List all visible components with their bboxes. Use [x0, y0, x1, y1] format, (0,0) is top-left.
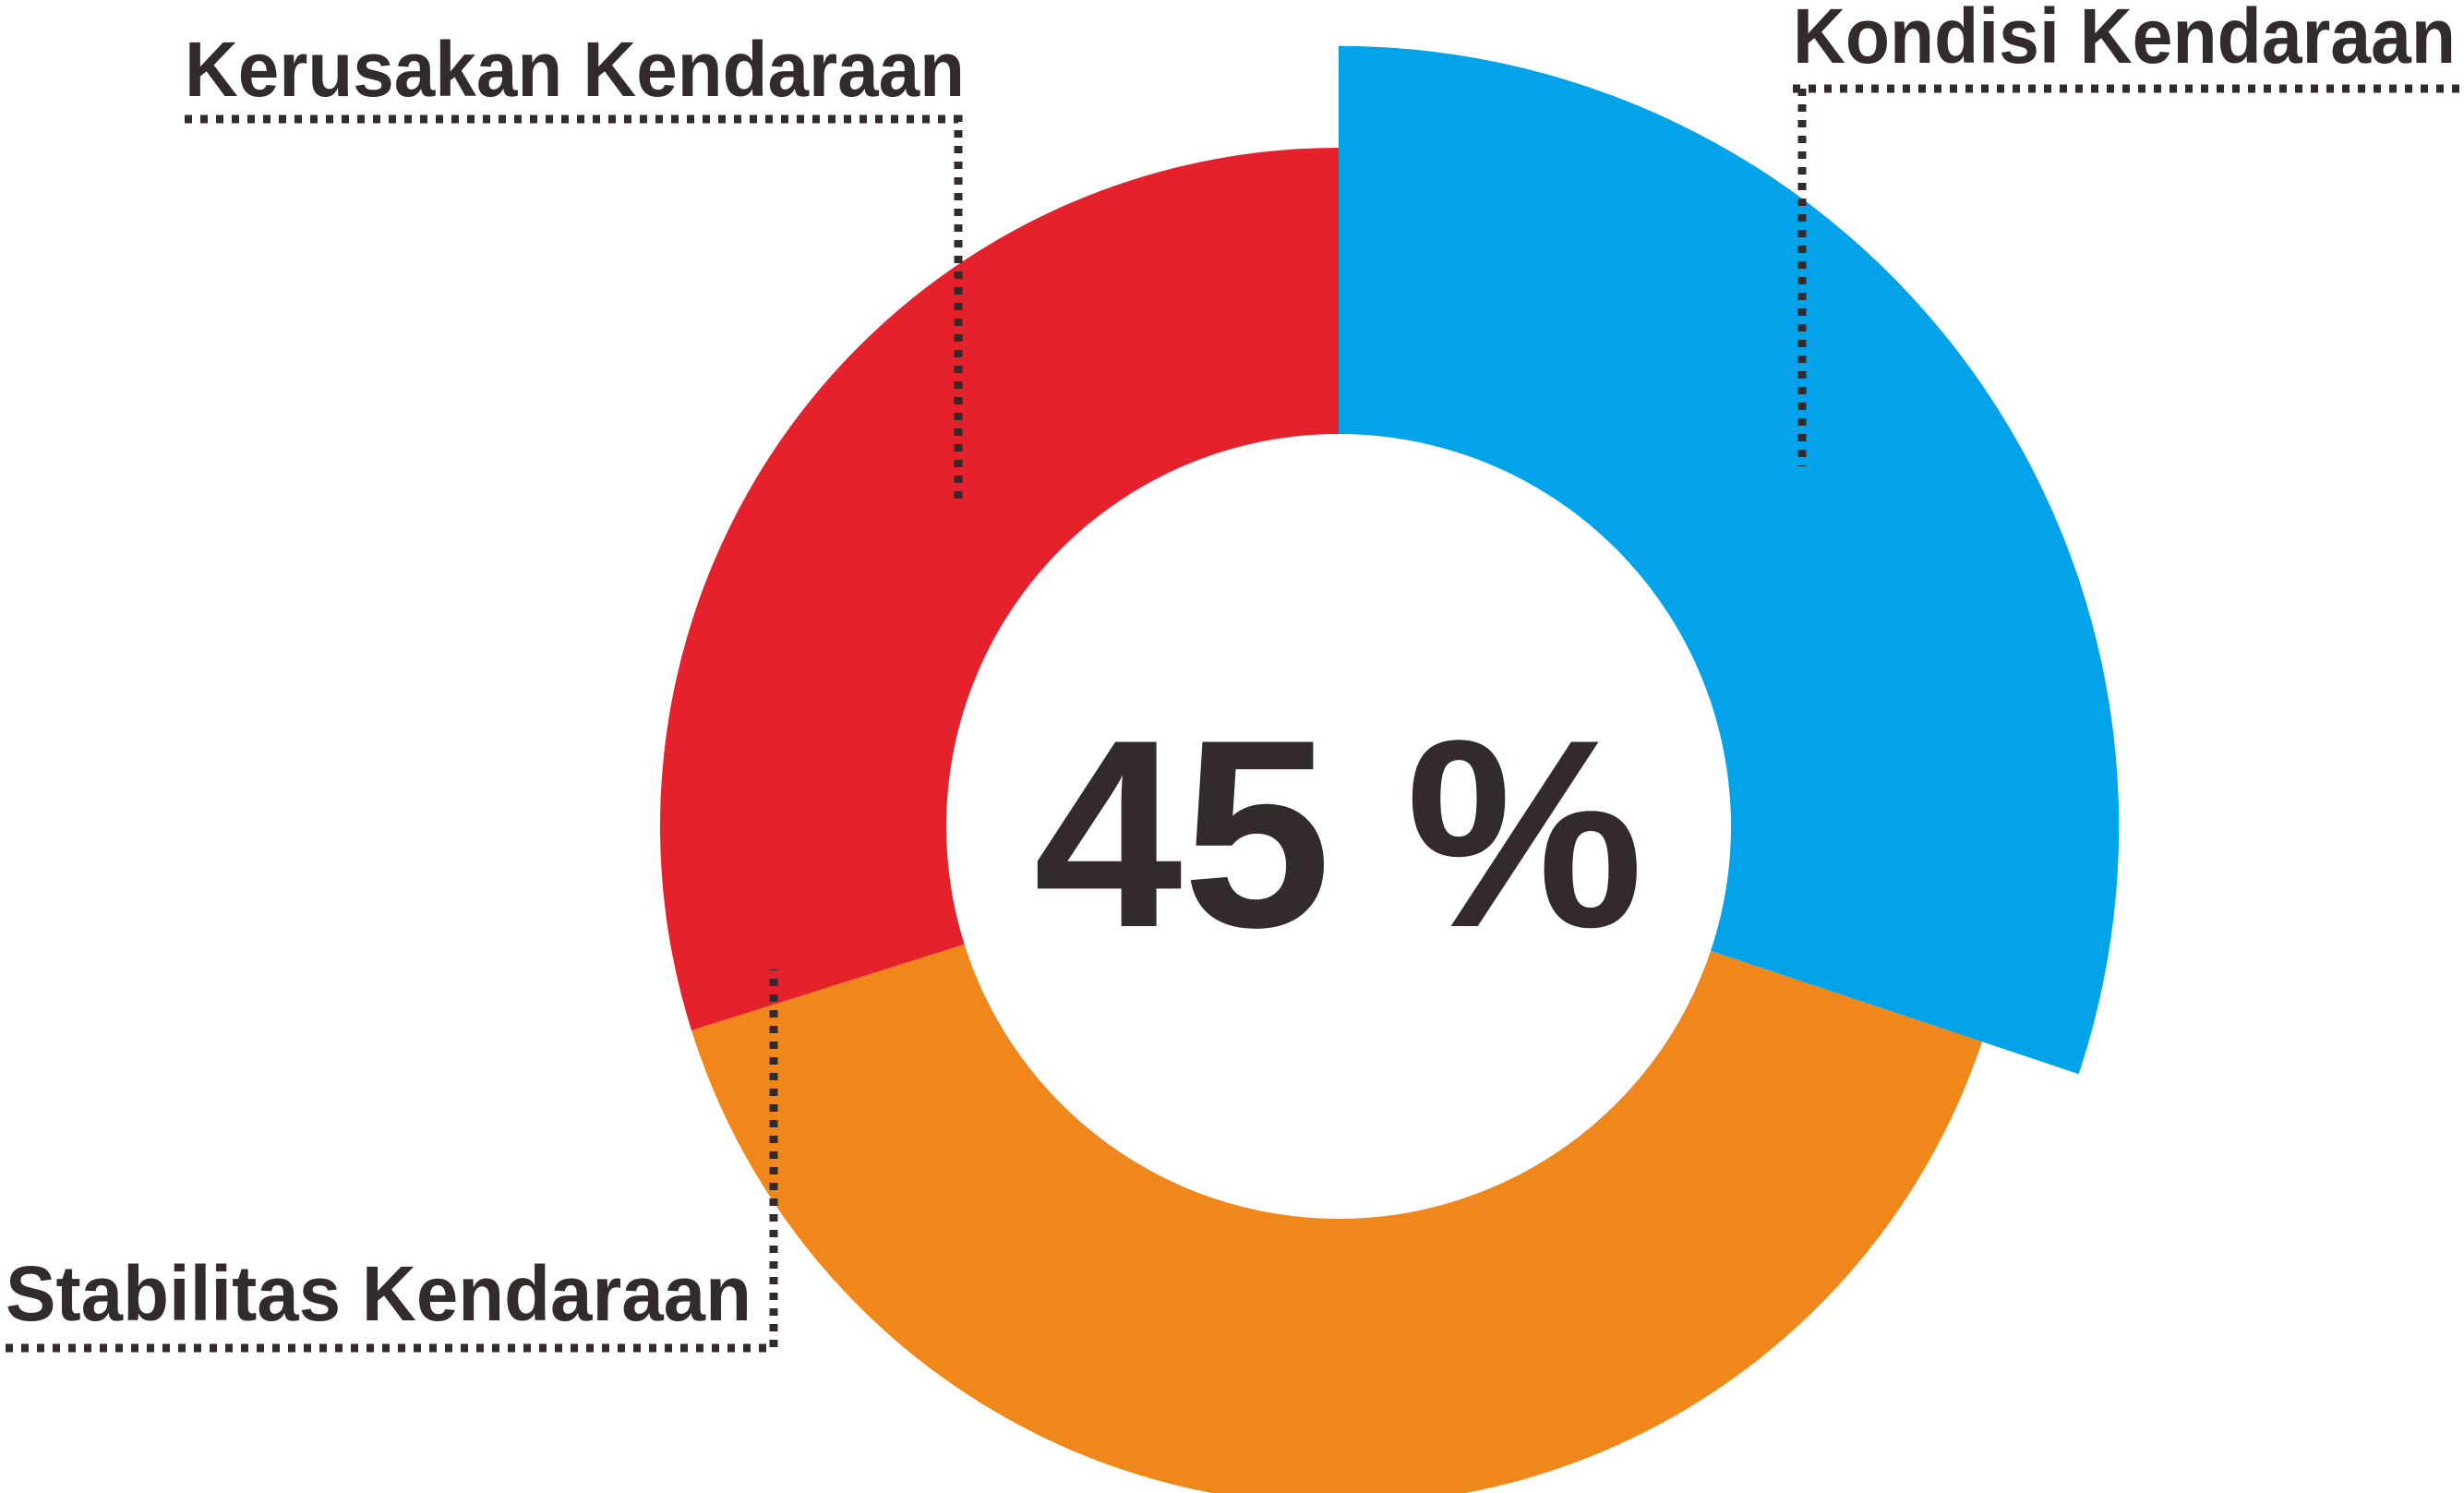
slice-kerusakan [660, 148, 1339, 1031]
slice-kondisi [1339, 45, 2120, 1075]
slice-stabilitas [691, 944, 1983, 1493]
center-value: 45 % [1034, 684, 1644, 983]
legend-label-kerusakan: Kerusakan Kendaraan [185, 26, 965, 113]
donut-slices [660, 45, 2120, 1493]
leader-line-kerusakan [185, 114, 963, 499]
leader-line-kondisi [1793, 84, 2459, 466]
legend-label-stabilitas: Stabilitas Kendaraan [6, 1250, 751, 1337]
legend-label-kondisi: Kondisi Kendaraan [1793, 0, 2456, 79]
leader-line-stabilitas [6, 969, 778, 1353]
